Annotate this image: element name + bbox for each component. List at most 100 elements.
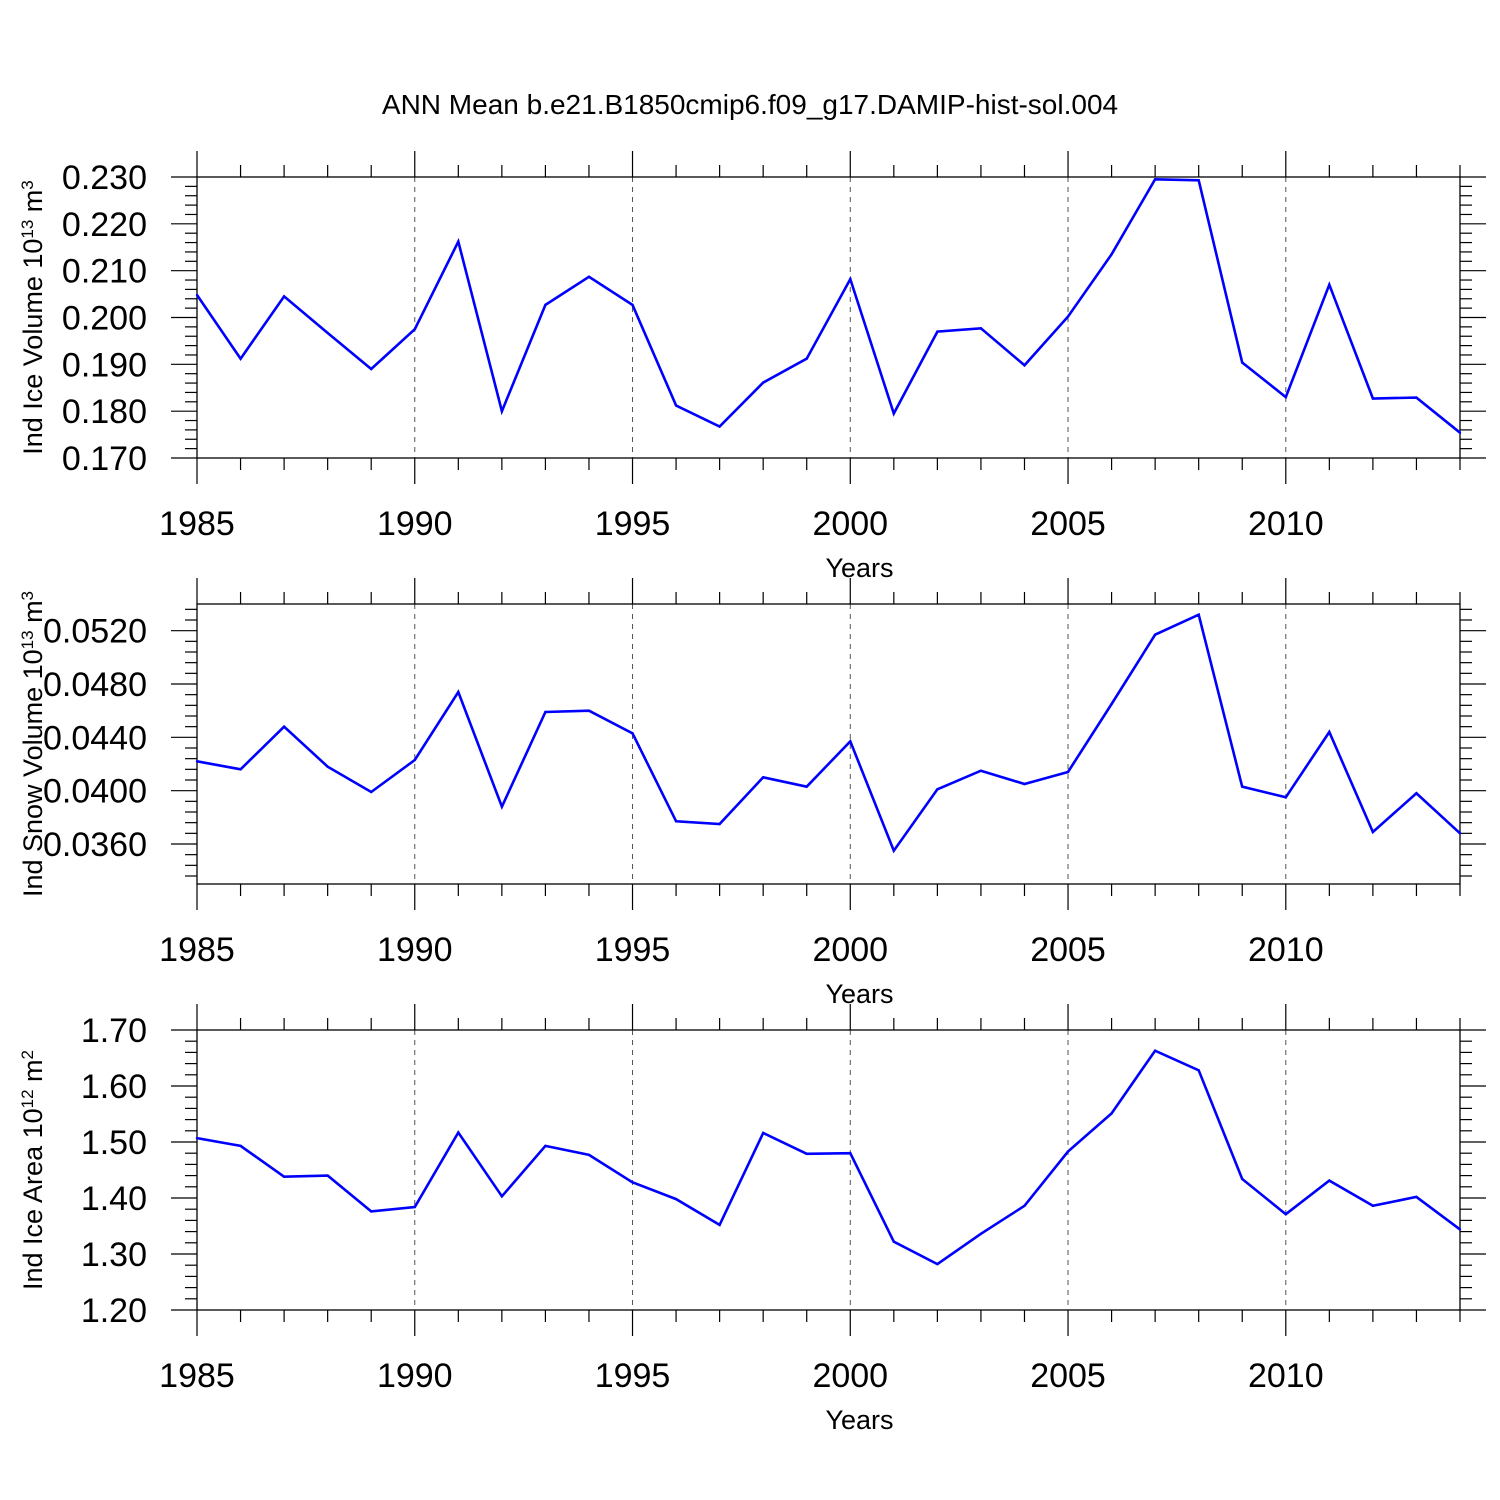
x-tick-label: 2010 <box>1248 1357 1324 1395</box>
data-point <box>631 303 634 307</box>
data-point <box>195 293 199 297</box>
data-point <box>1066 1150 1070 1153</box>
data-point <box>674 820 678 823</box>
data-point <box>1110 1112 1113 1115</box>
data-point <box>849 277 852 281</box>
data-point <box>326 1174 329 1177</box>
data-point <box>892 412 896 415</box>
data-point <box>631 1181 634 1184</box>
y-tick-label: 1.40 <box>81 1180 147 1218</box>
data-point <box>195 1136 199 1140</box>
data-point <box>1415 396 1418 399</box>
data-point <box>544 710 547 714</box>
data-point <box>1328 283 1331 286</box>
data-point <box>587 275 591 278</box>
x-tick-label: 1995 <box>595 931 671 969</box>
data-point <box>936 788 939 791</box>
data-point <box>1197 1069 1200 1072</box>
data-point <box>282 1175 286 1178</box>
plot-frame <box>196 603 1461 885</box>
x-tick-label: 2000 <box>812 931 888 969</box>
data-point <box>761 381 765 384</box>
data-point <box>849 1152 852 1155</box>
panel-2: 1985 1990 1995 2000 2005 2010 0.0360 0.0400 0.04… <box>18 578 1486 1009</box>
data-point <box>718 822 721 826</box>
data-point <box>1023 1204 1026 1208</box>
data-point <box>1023 782 1026 786</box>
panel-1: 1985 1990 1995 2000 2005 2010 0.170 0.180 0.190 0… <box>18 151 1486 583</box>
data-series-line <box>196 612 1461 854</box>
y-tick-label: 0.0440 <box>43 719 147 757</box>
data-point <box>1153 1049 1157 1052</box>
data-point <box>457 240 460 243</box>
y-tick-label: 0.170 <box>62 440 147 478</box>
data-series-line <box>195 177 1461 434</box>
data-point <box>892 849 896 852</box>
data-point <box>1371 1204 1375 1208</box>
y-tick-label: 0.0520 <box>43 613 147 651</box>
x-tick-label: 1985 <box>159 931 235 969</box>
data-point <box>674 404 678 407</box>
data-point <box>587 1153 591 1157</box>
data-point <box>1371 830 1375 834</box>
x-axis-title: Years <box>825 1405 893 1435</box>
plot-frame <box>196 1029 1461 1311</box>
x-tick-label: 1985 <box>159 1357 235 1395</box>
data-point <box>457 1131 460 1134</box>
data-point <box>413 1205 416 1209</box>
data-point <box>500 1195 504 1198</box>
x-tick-label: 1995 <box>595 1357 671 1395</box>
y-axis-title-superscript: 3 <box>18 591 37 600</box>
data-point <box>979 327 983 330</box>
x-tick-label: 1995 <box>595 505 671 543</box>
x-tick-label: 1990 <box>377 505 453 543</box>
data-point <box>979 1232 983 1236</box>
y-tick-label: 1.60 <box>81 1068 147 1106</box>
y-axis-title-part: m <box>18 1059 48 1089</box>
data-point <box>544 303 547 307</box>
y-axis-title: Ind Ice Volume 1013 m3 <box>18 180 48 455</box>
data-point <box>631 732 634 735</box>
y-axis-title-part: m <box>18 600 48 630</box>
x-tick-label: 2005 <box>1030 1357 1106 1395</box>
data-point <box>979 769 983 772</box>
data-point <box>1066 770 1070 774</box>
y-tick-label: 1.30 <box>81 1236 147 1274</box>
data-point <box>1197 613 1200 616</box>
data-point <box>1284 1213 1287 1216</box>
data-point <box>1110 702 1113 706</box>
data-point <box>1241 785 1244 788</box>
data-point <box>1415 792 1418 795</box>
data-point <box>1153 633 1157 636</box>
x-tick-label: 1985 <box>159 505 235 543</box>
data-point <box>805 357 808 360</box>
data-point <box>1458 1228 1462 1231</box>
data-point <box>892 1240 896 1243</box>
data-point <box>1328 730 1331 734</box>
y-axis-title-superscript: 13 <box>18 220 37 239</box>
y-axis-title-superscript: 12 <box>18 1089 37 1108</box>
x-tick-label: 2000 <box>812 505 888 543</box>
y-tick-label: 0.210 <box>62 253 147 291</box>
x-tick-label: 2005 <box>1030 505 1106 543</box>
data-point <box>718 1223 721 1227</box>
data-point <box>500 409 504 413</box>
y-axis-title-superscript: 3 <box>18 180 37 189</box>
data-point <box>761 776 765 779</box>
data-point <box>1284 395 1287 399</box>
data-point <box>239 357 242 360</box>
data-point <box>1415 1195 1418 1199</box>
data-point <box>544 1144 547 1148</box>
y-axis-title-superscript: 13 <box>18 630 37 649</box>
y-tick-label: 0.0400 <box>43 773 147 811</box>
panel-3: 1985 1990 1995 2000 2005 2010 1.20 1.30 1.40 1.50… <box>18 1004 1486 1435</box>
data-point <box>1023 364 1026 367</box>
y-tick-label: 0.180 <box>62 393 147 431</box>
y-tick-label: 0.200 <box>62 300 147 338</box>
data-point <box>674 1197 678 1201</box>
y-tick-label: 1.20 <box>81 1292 147 1330</box>
y-axis-title: Ind Snow Volume 1013 m3 <box>18 591 48 897</box>
data-point <box>1197 179 1200 182</box>
y-tick-label: 0.0360 <box>43 826 147 864</box>
